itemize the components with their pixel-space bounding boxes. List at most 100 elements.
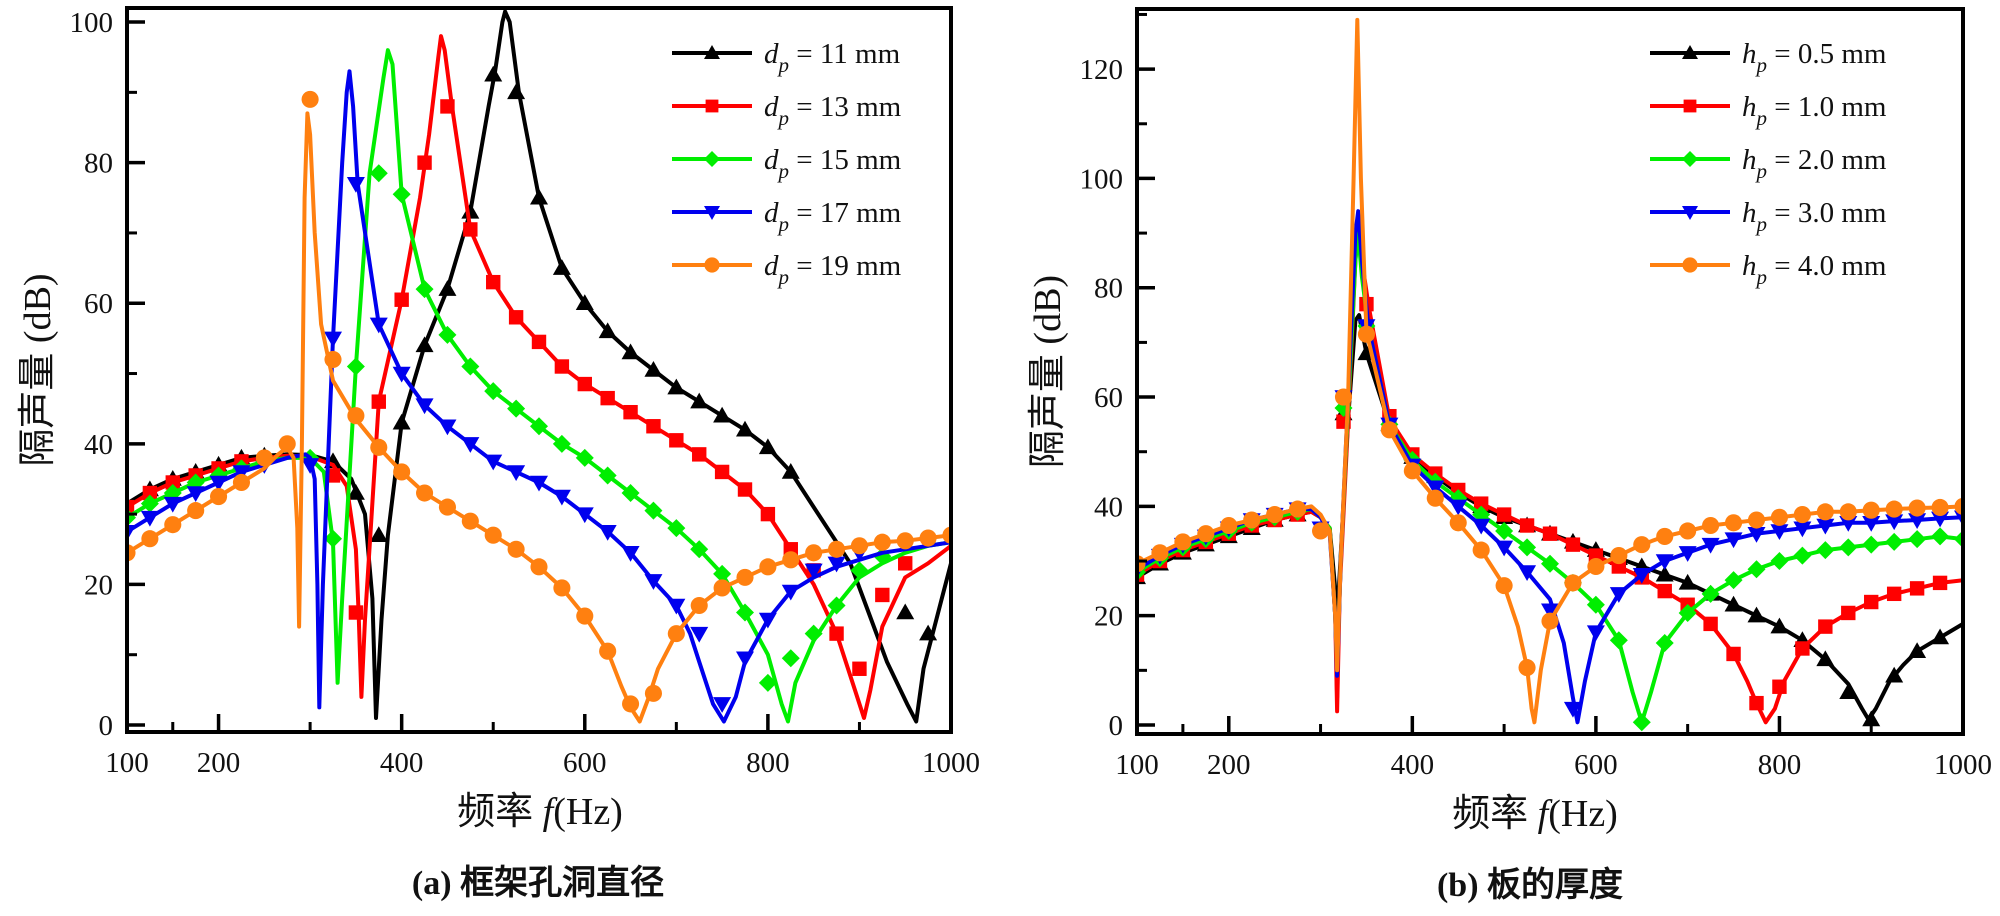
marker-triangle-up — [1931, 628, 1950, 645]
y-tick-label: 60 — [1094, 382, 1123, 414]
marker-square — [486, 274, 501, 290]
marker-diamond — [415, 280, 434, 299]
marker-diamond — [690, 540, 709, 559]
marker-square — [623, 404, 638, 420]
y-axis-label: 隔声量 (dB) — [17, 273, 59, 466]
legend-value: = 19 mm — [789, 250, 902, 282]
legend-label: hp = 0.5 mm — [1742, 38, 1887, 77]
marker-circle — [896, 532, 914, 550]
marker-square — [1909, 581, 1925, 596]
marker-triangle-down — [1747, 526, 1766, 543]
marker-diamond — [621, 484, 640, 503]
legend-entry: dp = 17 mm — [672, 197, 902, 236]
legend-label: dp = 15 mm — [764, 144, 902, 183]
series-5 — [1137, 17, 1963, 725]
legend-label: dp = 13 mm — [764, 91, 902, 130]
marker-square — [371, 394, 386, 409]
marker-triangle-down — [1541, 603, 1559, 620]
legend: dp = 11 mm dp = 13 mm dp = 15 mm dp = 17 mm… — [672, 38, 902, 289]
marker-triangle-down — [1724, 532, 1743, 549]
marker-square — [127, 499, 135, 515]
series-3 — [1137, 231, 1963, 732]
marker-square — [1683, 99, 1697, 113]
marker-circle — [1725, 514, 1743, 532]
marker-circle — [164, 516, 182, 534]
y-tick-label: 100 — [70, 7, 114, 39]
marker-circle — [255, 449, 273, 467]
legend-value: = 3.0 mm — [1767, 197, 1887, 229]
marker-circle — [1702, 516, 1720, 535]
marker-circle — [713, 579, 731, 597]
legend-entry: dp = 19 mm — [672, 250, 902, 289]
marker-triangle-down — [1518, 565, 1537, 581]
marker-diamond — [1609, 631, 1628, 650]
marker-circle — [1197, 525, 1215, 543]
legend-label: dp = 17 mm — [764, 197, 902, 236]
marker-square — [669, 433, 684, 448]
marker-diamond — [1862, 535, 1881, 554]
marker-square — [692, 447, 707, 462]
marker-circle — [1495, 577, 1513, 595]
marker-circle — [805, 544, 823, 562]
marker-triangle-down — [1770, 524, 1789, 540]
marker-circle — [1541, 612, 1559, 630]
marker-circle — [1656, 527, 1674, 545]
marker-square — [852, 661, 867, 676]
marker-circle — [576, 607, 594, 625]
legend-label: hp = 4.0 mm — [1742, 250, 1887, 289]
marker-triangle-down — [1563, 701, 1582, 718]
marker-triangle-down — [127, 524, 136, 541]
x-tick-label: 100 — [1115, 749, 1159, 781]
marker-triangle-up — [369, 526, 388, 542]
marker-circle — [301, 90, 319, 108]
marker-diamond — [1816, 541, 1835, 560]
legend-var: h — [1742, 197, 1757, 229]
legend-entry: dp = 11 mm — [672, 38, 901, 77]
y-tick-label: 20 — [1094, 601, 1123, 633]
marker-triangle-down — [781, 584, 800, 601]
marker-triangle-down — [736, 651, 754, 668]
marker-triangle-down — [324, 331, 342, 348]
marker-triangle-down — [1839, 516, 1858, 532]
legend-label: hp = 1.0 mm — [1742, 91, 1887, 130]
legend-subscript: p — [777, 106, 790, 130]
marker-triangle-down — [667, 598, 686, 615]
marker-triangle-down — [804, 563, 823, 580]
marker-square — [531, 334, 547, 350]
legend-entry: hp = 1.0 mm — [1650, 91, 1887, 130]
legend-label: hp = 3.0 mm — [1742, 197, 1887, 236]
x-tick-label: 400 — [380, 747, 424, 779]
x-tick-label: 800 — [1758, 749, 1802, 781]
marker-circle — [1816, 503, 1834, 521]
marker-diamond — [598, 466, 617, 485]
marker-triangle-down — [827, 556, 846, 573]
marker-triangle-up — [919, 624, 938, 641]
x-tick-label: 100 — [105, 747, 149, 779]
marker-diamond — [1747, 560, 1766, 579]
marker-triangle-down — [438, 419, 457, 436]
marker-square — [829, 626, 844, 641]
marker-circle — [1885, 500, 1903, 518]
legend-var: h — [1742, 91, 1757, 123]
marker-triangle-up — [1678, 573, 1697, 590]
legend-value: = 15 mm — [789, 144, 902, 176]
marker-circle — [141, 530, 159, 548]
panel-caption: (b) 板的厚度 — [1437, 866, 1623, 904]
marker-triangle-down — [209, 475, 228, 492]
marker-square — [577, 376, 592, 392]
marker-triangle-up — [1724, 595, 1743, 612]
marker-circle — [461, 512, 479, 530]
marker-triangle-up — [704, 45, 720, 59]
marker-triangle-down — [713, 697, 732, 713]
marker-triangle-down — [1449, 499, 1468, 516]
marker-square — [737, 482, 753, 497]
legend-subscript: p — [1755, 159, 1768, 183]
x-axis-label-unit: (Hz) — [1548, 793, 1618, 835]
legend-value: = 4.0 mm — [1767, 250, 1887, 282]
series-5 — [127, 90, 951, 724]
marker-circle — [1312, 522, 1330, 540]
marker-circle — [759, 558, 777, 576]
marker-diamond — [644, 501, 663, 520]
marker-circle — [1931, 498, 1949, 517]
marker-triangle-up — [346, 484, 365, 500]
